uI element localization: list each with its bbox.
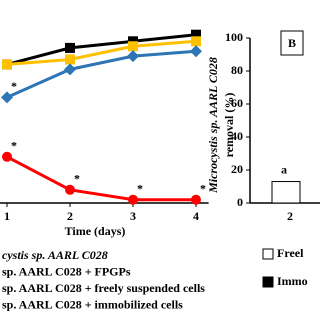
marker xyxy=(65,42,75,53)
x-tick-label: 2 xyxy=(67,209,73,223)
x-tick-label: 2 xyxy=(287,209,293,223)
marker xyxy=(191,194,201,205)
marker xyxy=(65,54,75,65)
marker xyxy=(65,184,75,195)
x-tick-label: 3 xyxy=(130,209,136,223)
annotation: * xyxy=(11,139,17,153)
legend-label: sp. AARL C028 + immobilized cells xyxy=(2,297,183,311)
y-tick-label: 20 xyxy=(231,162,243,176)
series-line xyxy=(6,155,196,202)
x-axis-label: Time (days) xyxy=(65,224,126,238)
series-line xyxy=(6,49,197,99)
annotation: * xyxy=(74,172,80,186)
panel-box xyxy=(280,30,304,56)
marker xyxy=(128,194,138,205)
marker xyxy=(64,63,76,76)
x-tick-label: 4 xyxy=(193,209,199,223)
annotation: * xyxy=(137,181,143,195)
x-tick-label: 1 xyxy=(4,209,10,223)
marker xyxy=(1,59,12,70)
y-tick-label: 80 xyxy=(231,63,243,77)
legend-swatch xyxy=(262,276,274,288)
marker xyxy=(190,45,202,58)
panel-label: B xyxy=(288,36,296,50)
annotation: * xyxy=(11,79,17,93)
y-tick-label: 40 xyxy=(231,129,243,143)
annotation: a xyxy=(281,162,287,176)
legend-label: sp. AARL C028 + freely suspended cells xyxy=(2,281,205,295)
legend-label: sp. AARL C028 + FPGPs xyxy=(2,264,131,278)
y-axis-label: Microcystis sp. AARL C028 xyxy=(206,57,220,194)
y-axis-label: removal (%) xyxy=(222,93,236,158)
legend-label: cystis sp. AARL C028 xyxy=(2,248,108,262)
marker xyxy=(128,41,138,52)
y-tick-label: 0 xyxy=(237,195,243,209)
legend-label: Immo xyxy=(277,274,308,288)
series-line xyxy=(6,33,197,66)
bar xyxy=(271,181,301,204)
marker xyxy=(191,36,201,47)
marker xyxy=(191,29,201,40)
annotation: * xyxy=(200,181,206,195)
legend-swatch xyxy=(262,248,274,260)
series-line xyxy=(6,39,197,66)
y-tick-label: 60 xyxy=(231,96,243,110)
marker xyxy=(127,50,139,63)
legend-label: Freel xyxy=(277,246,304,260)
marker xyxy=(1,91,13,104)
marker xyxy=(2,151,12,162)
y-tick-label: 100 xyxy=(225,30,243,44)
